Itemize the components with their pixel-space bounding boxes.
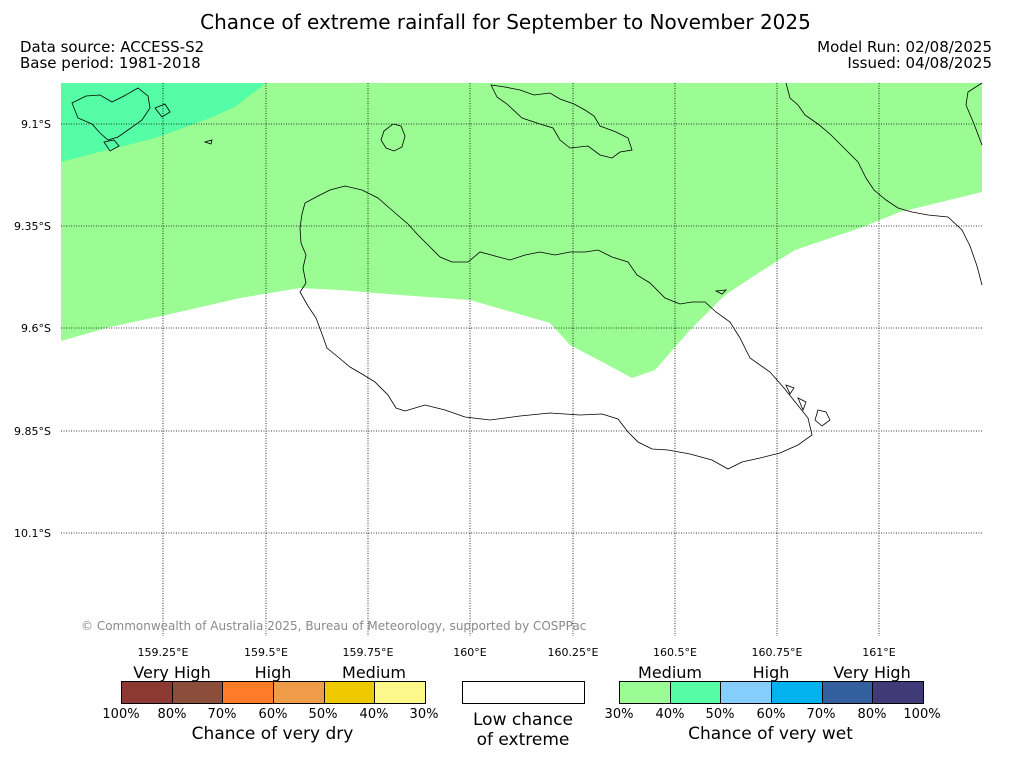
coastlines bbox=[71, 82, 983, 470]
coastline-marau-islets bbox=[714, 289, 831, 427]
dry-color-cell bbox=[122, 682, 173, 703]
coastline-malaita bbox=[785, 82, 983, 286]
dry-color-cell bbox=[223, 682, 275, 703]
wet-color-cell bbox=[822, 682, 874, 703]
graticule bbox=[61, 83, 982, 636]
dry-caption: Chance of very dry bbox=[191, 724, 354, 744]
dry-color-cell bbox=[375, 682, 426, 703]
low-chance-caption-line1: Low chance bbox=[473, 710, 573, 730]
wet-tick: 40% bbox=[655, 707, 685, 722]
dry-color-cell bbox=[274, 682, 325, 703]
base-period-label: Base period: 1981-2018 bbox=[20, 54, 201, 72]
dry-group-medium: Medium bbox=[342, 663, 406, 682]
dry-tick: 60% bbox=[258, 707, 288, 722]
issued-label: Issued: 04/08/2025 bbox=[847, 54, 992, 72]
lon-label: 160.25°E bbox=[548, 646, 599, 659]
wet-color-cell bbox=[620, 682, 671, 703]
coastline-savo-island bbox=[380, 123, 406, 152]
high-wet-region bbox=[61, 83, 266, 162]
coastline-guadalcanal bbox=[299, 185, 813, 470]
dry-tick: 50% bbox=[308, 707, 338, 722]
wet-tick: 60% bbox=[756, 707, 786, 722]
coastline-russell-islands bbox=[71, 87, 213, 152]
dry-color-cell bbox=[324, 682, 376, 703]
lon-label: 159.75°E bbox=[343, 646, 394, 659]
lat-label: 10.1°S bbox=[14, 527, 51, 540]
wet-caption: Chance of very wet bbox=[688, 724, 853, 744]
dry-group-high: High bbox=[254, 663, 292, 682]
wet-group-high: High bbox=[752, 663, 790, 682]
data-source-label: Data source: ACCESS-S2 bbox=[20, 38, 205, 56]
wet-group-very-high: Very High bbox=[833, 663, 911, 682]
wet-tick: 30% bbox=[604, 707, 634, 722]
low-chance-swatch bbox=[462, 681, 585, 704]
dry-tick: 40% bbox=[359, 707, 389, 722]
wet-tick: 100% bbox=[903, 707, 941, 722]
wet-color-cell bbox=[670, 682, 722, 703]
lon-label: 161°E bbox=[862, 646, 895, 659]
copyright-notice: © Commonwealth of Australia 2025, Bureau… bbox=[81, 619, 586, 633]
longitude-labels: 159.25°E 159.5°E 159.75°E 160°E 160.25°E… bbox=[138, 646, 896, 659]
lon-label: 160.75°E bbox=[752, 646, 803, 659]
wet-group-medium: Medium bbox=[638, 663, 702, 682]
model-run-label: Model Run: 02/08/2025 bbox=[817, 38, 992, 56]
wet-tick: 70% bbox=[806, 707, 836, 722]
lat-label: 9.6°S bbox=[21, 322, 51, 335]
wet-color-cell bbox=[772, 682, 823, 703]
wet-tick: 50% bbox=[705, 707, 735, 722]
wet-color-cell bbox=[873, 682, 924, 703]
dry-tick: 100% bbox=[102, 707, 140, 722]
medium-wet-region bbox=[61, 83, 982, 378]
model-run-info: Model Run: 02/08/2025 Issued: 04/08/2025 bbox=[817, 39, 992, 71]
wet-tick: 80% bbox=[857, 707, 887, 722]
lon-label: 160°E bbox=[453, 646, 486, 659]
coastline-florida-islands bbox=[490, 84, 633, 159]
lon-label: 159.5°E bbox=[244, 646, 288, 659]
lat-label: 9.35°S bbox=[14, 220, 51, 233]
dry-group-very-high: Very High bbox=[133, 663, 211, 682]
low-chance-caption-line2: of extreme bbox=[476, 730, 570, 750]
map-title: Chance of extreme rainfall for September… bbox=[200, 10, 811, 34]
map-area: 9.1°S 9.35°S 9.6°S 9.85°S 10.1°S 159.25°… bbox=[14, 82, 983, 659]
lon-label: 160.5°E bbox=[653, 646, 697, 659]
low-chance-caption: Low chance of extreme bbox=[442, 710, 604, 750]
wet-colorbar bbox=[619, 681, 924, 704]
lat-label: 9.1°S bbox=[21, 118, 51, 131]
wet-color-cell bbox=[721, 682, 773, 703]
data-source-info: Data source: ACCESS-S2 Base period: 1981… bbox=[20, 39, 204, 71]
dry-tick: 30% bbox=[409, 707, 439, 722]
lon-label: 159.25°E bbox=[138, 646, 189, 659]
dry-colorbar bbox=[121, 681, 426, 704]
dry-tick: 80% bbox=[157, 707, 187, 722]
dry-tick: 70% bbox=[207, 707, 237, 722]
lat-label: 9.85°S bbox=[14, 425, 51, 438]
dry-color-cell bbox=[172, 682, 224, 703]
latitude-labels: 9.1°S 9.35°S 9.6°S 9.85°S 10.1°S bbox=[14, 118, 51, 540]
